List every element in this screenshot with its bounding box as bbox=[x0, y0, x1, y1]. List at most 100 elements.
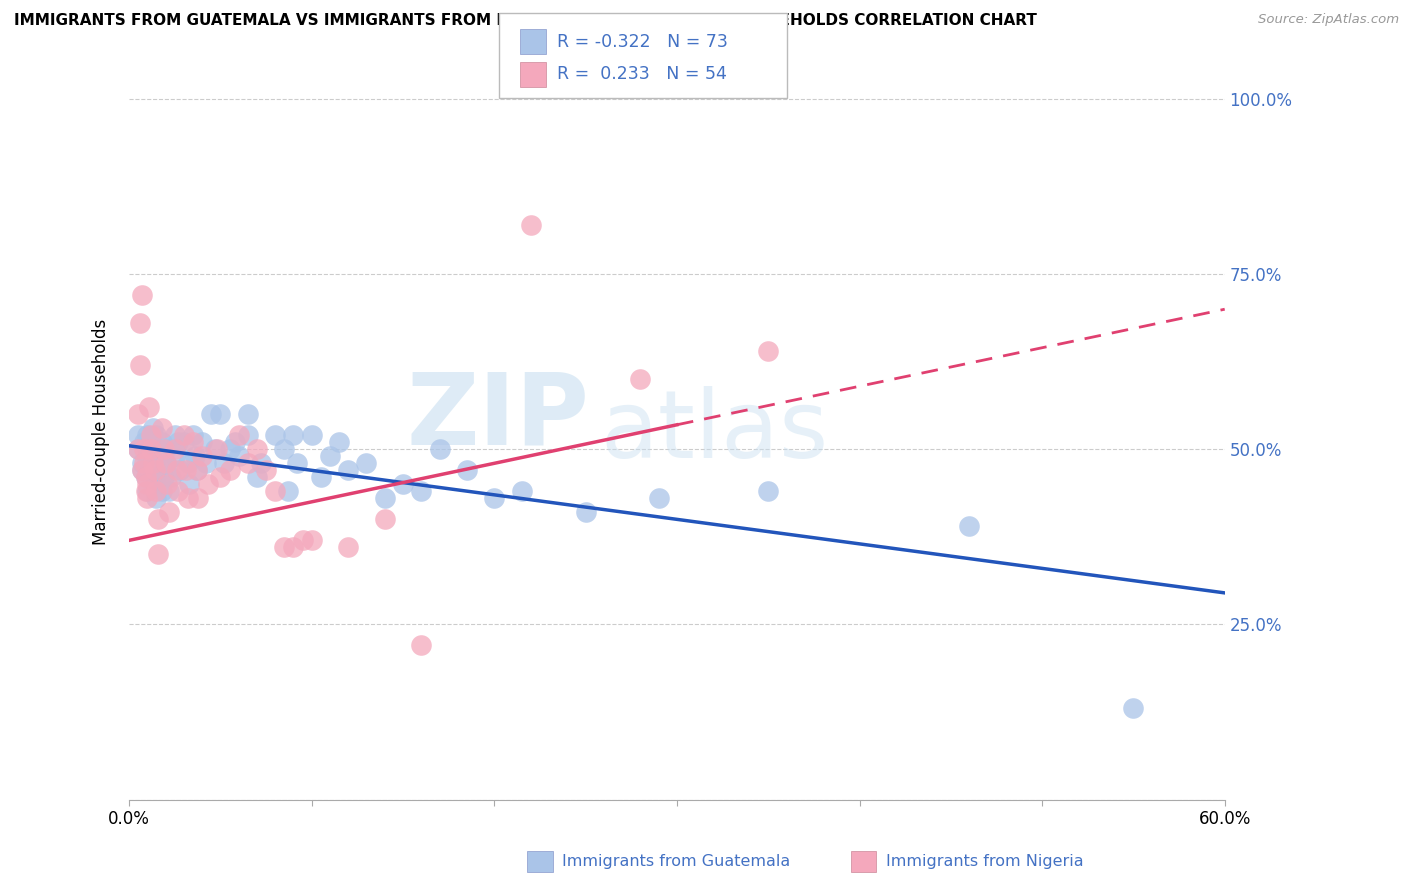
Point bbox=[127, 428, 149, 442]
Point bbox=[134, 470, 156, 484]
Point bbox=[209, 470, 232, 484]
Point bbox=[145, 484, 167, 499]
Point bbox=[186, 463, 208, 477]
Point bbox=[136, 484, 159, 499]
Point bbox=[138, 401, 160, 415]
Point bbox=[374, 491, 396, 506]
Text: R =  0.233   N = 54: R = 0.233 N = 54 bbox=[557, 65, 727, 83]
Point bbox=[283, 541, 305, 555]
Text: R = -0.322   N = 73: R = -0.322 N = 73 bbox=[557, 33, 728, 51]
Point bbox=[510, 484, 533, 499]
Point bbox=[139, 463, 162, 477]
Point bbox=[273, 541, 295, 555]
Point bbox=[131, 463, 153, 477]
Point bbox=[374, 512, 396, 526]
Point bbox=[205, 442, 228, 457]
Point bbox=[136, 477, 159, 491]
Point bbox=[218, 442, 240, 457]
Point bbox=[181, 435, 204, 450]
Point bbox=[194, 456, 217, 470]
Point bbox=[179, 477, 201, 491]
Point bbox=[301, 533, 323, 548]
Point bbox=[756, 484, 779, 499]
Point bbox=[309, 470, 332, 484]
Point bbox=[181, 428, 204, 442]
Point bbox=[191, 435, 214, 450]
Point bbox=[647, 491, 669, 506]
Text: IMMIGRANTS FROM GUATEMALA VS IMMIGRANTS FROM NIGERIA MARRIED-COUPLE HOUSEHOLDS C: IMMIGRANTS FROM GUATEMALA VS IMMIGRANTS … bbox=[14, 13, 1038, 29]
Point bbox=[148, 547, 170, 561]
Point bbox=[148, 442, 170, 457]
Point bbox=[264, 484, 287, 499]
Point bbox=[411, 484, 433, 499]
Point bbox=[139, 428, 162, 442]
Point bbox=[254, 463, 277, 477]
Point bbox=[191, 450, 214, 464]
Point bbox=[246, 470, 269, 484]
Point bbox=[163, 442, 186, 457]
Point bbox=[212, 456, 235, 470]
Point bbox=[136, 456, 159, 470]
Point bbox=[150, 421, 173, 435]
Point bbox=[197, 477, 219, 491]
Point bbox=[150, 484, 173, 499]
Point bbox=[136, 428, 159, 442]
Point bbox=[145, 491, 167, 506]
Point bbox=[132, 435, 155, 450]
Point bbox=[157, 484, 180, 499]
Point bbox=[204, 442, 226, 457]
Point bbox=[249, 456, 271, 470]
Point bbox=[136, 442, 159, 457]
Text: Source: ZipAtlas.com: Source: ZipAtlas.com bbox=[1258, 13, 1399, 27]
Point bbox=[392, 477, 415, 491]
Point bbox=[356, 456, 378, 470]
Point bbox=[429, 442, 451, 457]
Point bbox=[456, 463, 478, 477]
Point bbox=[301, 428, 323, 442]
Point bbox=[163, 450, 186, 464]
Point bbox=[176, 491, 198, 506]
Point bbox=[236, 428, 259, 442]
Point bbox=[127, 407, 149, 421]
Point bbox=[160, 470, 183, 484]
Point bbox=[129, 358, 152, 372]
Point bbox=[236, 456, 259, 470]
Point bbox=[187, 491, 209, 506]
Point bbox=[136, 491, 159, 506]
Point bbox=[224, 435, 246, 450]
Point bbox=[131, 288, 153, 302]
Point bbox=[957, 519, 980, 533]
Point bbox=[411, 639, 433, 653]
Point bbox=[228, 450, 250, 464]
Point bbox=[145, 428, 167, 442]
Point bbox=[143, 463, 166, 477]
Point bbox=[134, 484, 156, 499]
Point bbox=[142, 456, 165, 470]
Point bbox=[337, 541, 360, 555]
Point bbox=[150, 435, 173, 450]
Point bbox=[149, 456, 172, 470]
Point bbox=[328, 435, 350, 450]
Point bbox=[132, 456, 155, 470]
Point bbox=[520, 218, 543, 232]
Point bbox=[291, 533, 314, 548]
Point bbox=[236, 407, 259, 421]
Point bbox=[152, 470, 174, 484]
Text: Immigrants from Nigeria: Immigrants from Nigeria bbox=[886, 855, 1084, 870]
Point bbox=[127, 442, 149, 457]
Point bbox=[184, 450, 207, 464]
Point bbox=[218, 463, 240, 477]
Point bbox=[129, 316, 152, 330]
Point bbox=[167, 484, 190, 499]
Point bbox=[167, 435, 190, 450]
Point bbox=[131, 463, 153, 477]
Point bbox=[186, 463, 208, 477]
Point bbox=[139, 442, 162, 457]
Point bbox=[264, 428, 287, 442]
Point bbox=[337, 463, 360, 477]
Point bbox=[174, 463, 197, 477]
Point bbox=[142, 477, 165, 491]
Point bbox=[277, 484, 299, 499]
Point bbox=[273, 442, 295, 457]
Point bbox=[756, 344, 779, 359]
